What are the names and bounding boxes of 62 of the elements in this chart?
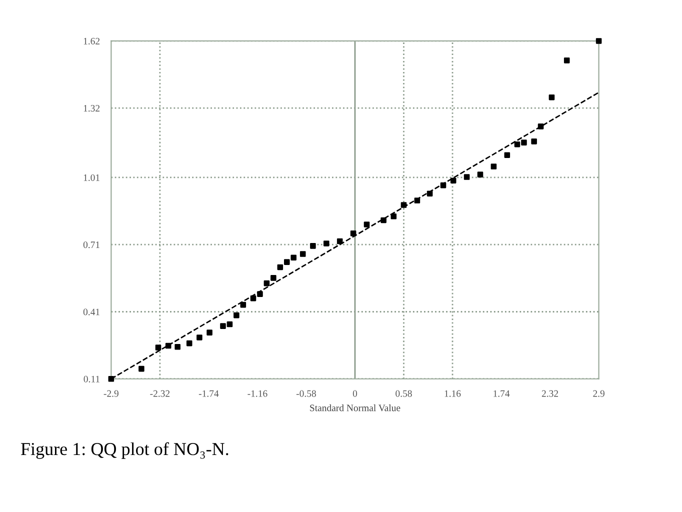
point bbox=[165, 342, 172, 349]
x-tick-label: -2.9 bbox=[104, 390, 118, 397]
point bbox=[414, 198, 420, 204]
x-tick-label: -0.58 bbox=[296, 390, 316, 397]
point bbox=[290, 254, 296, 260]
point bbox=[464, 174, 470, 180]
y-tick-label: 1.62 bbox=[84, 38, 100, 44]
x-tick-label: 0.58 bbox=[396, 390, 412, 397]
point bbox=[490, 164, 497, 170]
point bbox=[277, 264, 284, 270]
point bbox=[206, 330, 212, 336]
y-tick-label: 1.01 bbox=[84, 174, 100, 181]
point bbox=[477, 172, 484, 178]
point bbox=[400, 202, 407, 208]
point bbox=[426, 190, 433, 196]
point bbox=[220, 323, 226, 329]
point bbox=[324, 240, 330, 246]
point bbox=[300, 251, 306, 257]
x-tick-label: -2.32 bbox=[150, 390, 170, 397]
y-tick-label: 0.71 bbox=[83, 242, 100, 248]
point bbox=[336, 238, 343, 244]
point bbox=[390, 214, 397, 220]
point bbox=[310, 243, 316, 249]
caption: Figure 1: QQ plot of NO₃-N. bbox=[20, 442, 228, 459]
x-tick-label: -1.16 bbox=[248, 390, 268, 397]
point bbox=[521, 140, 527, 146]
point bbox=[364, 222, 370, 228]
point bbox=[380, 217, 386, 224]
x-tick-label: -1.74 bbox=[198, 390, 219, 397]
point bbox=[284, 259, 290, 265]
point bbox=[564, 58, 570, 64]
point bbox=[450, 178, 456, 184]
point bbox=[264, 280, 270, 286]
x-tick-label: 2.9 bbox=[593, 390, 604, 397]
point bbox=[350, 230, 356, 236]
point bbox=[108, 376, 114, 382]
point bbox=[596, 38, 602, 44]
point bbox=[234, 312, 240, 318]
point bbox=[504, 152, 510, 158]
point bbox=[538, 124, 544, 130]
point bbox=[257, 291, 263, 297]
x-tick-label: 0 bbox=[352, 390, 358, 397]
point bbox=[155, 344, 162, 350]
point bbox=[270, 275, 276, 281]
point bbox=[226, 321, 233, 328]
x-tick-label: 1.16 bbox=[444, 390, 461, 397]
point bbox=[138, 366, 144, 372]
point bbox=[514, 141, 520, 148]
x-tick-label: 2.32 bbox=[542, 390, 558, 397]
point bbox=[440, 182, 446, 188]
point bbox=[186, 340, 192, 346]
point bbox=[196, 334, 202, 340]
y-tick-label: 0.11 bbox=[84, 376, 100, 382]
x-tick-label: 1.74 bbox=[494, 390, 510, 397]
point bbox=[531, 138, 537, 144]
point bbox=[548, 94, 555, 100]
x-axis-title: Standard Normal Value bbox=[310, 404, 400, 412]
y-tick-label: 0.41 bbox=[83, 308, 100, 316]
y-tick-label: 1.32 bbox=[84, 105, 100, 112]
point bbox=[240, 302, 246, 308]
point bbox=[250, 295, 256, 302]
point bbox=[174, 344, 180, 350]
